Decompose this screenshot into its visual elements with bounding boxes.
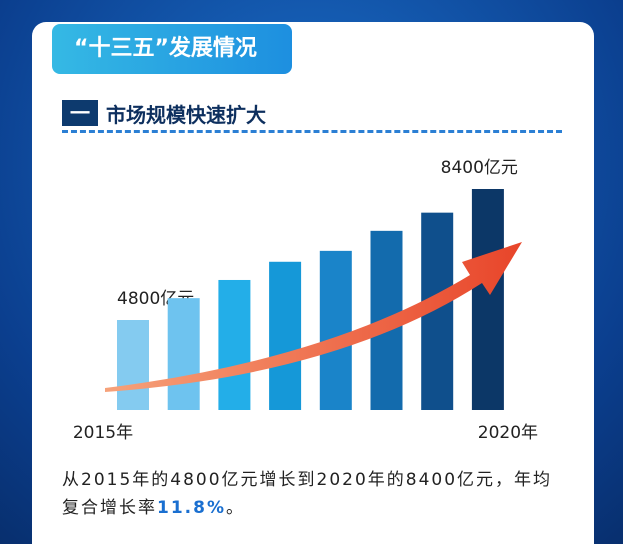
header-title: “十三五”发展情况 bbox=[52, 24, 292, 74]
bar bbox=[319, 250, 352, 410]
x-tick-label: 2020年 bbox=[478, 423, 538, 443]
x-tick-label: 2015年 bbox=[73, 423, 133, 443]
trend-arrow bbox=[105, 242, 522, 392]
section-heading: 一 市场规模快速扩大 bbox=[62, 100, 266, 127]
value-label: 8400亿元 bbox=[441, 158, 518, 178]
bar bbox=[471, 189, 504, 410]
section-number: 一 bbox=[62, 100, 98, 126]
summary-end: 。 bbox=[225, 498, 245, 518]
summary-highlight: 11.8% bbox=[157, 498, 226, 518]
summary-text: 从2015年的4800亿元增长到2020年的8400亿元，年均复合增长率 bbox=[62, 470, 553, 518]
bar bbox=[269, 261, 302, 410]
summary: 从2015年的4800亿元增长到2020年的8400亿元，年均复合增长率11.8… bbox=[62, 466, 562, 522]
bar bbox=[167, 298, 200, 410]
section-title: 市场规模快速扩大 bbox=[106, 102, 266, 127]
divider bbox=[62, 130, 562, 133]
bar bbox=[218, 279, 251, 410]
bar bbox=[117, 320, 149, 410]
